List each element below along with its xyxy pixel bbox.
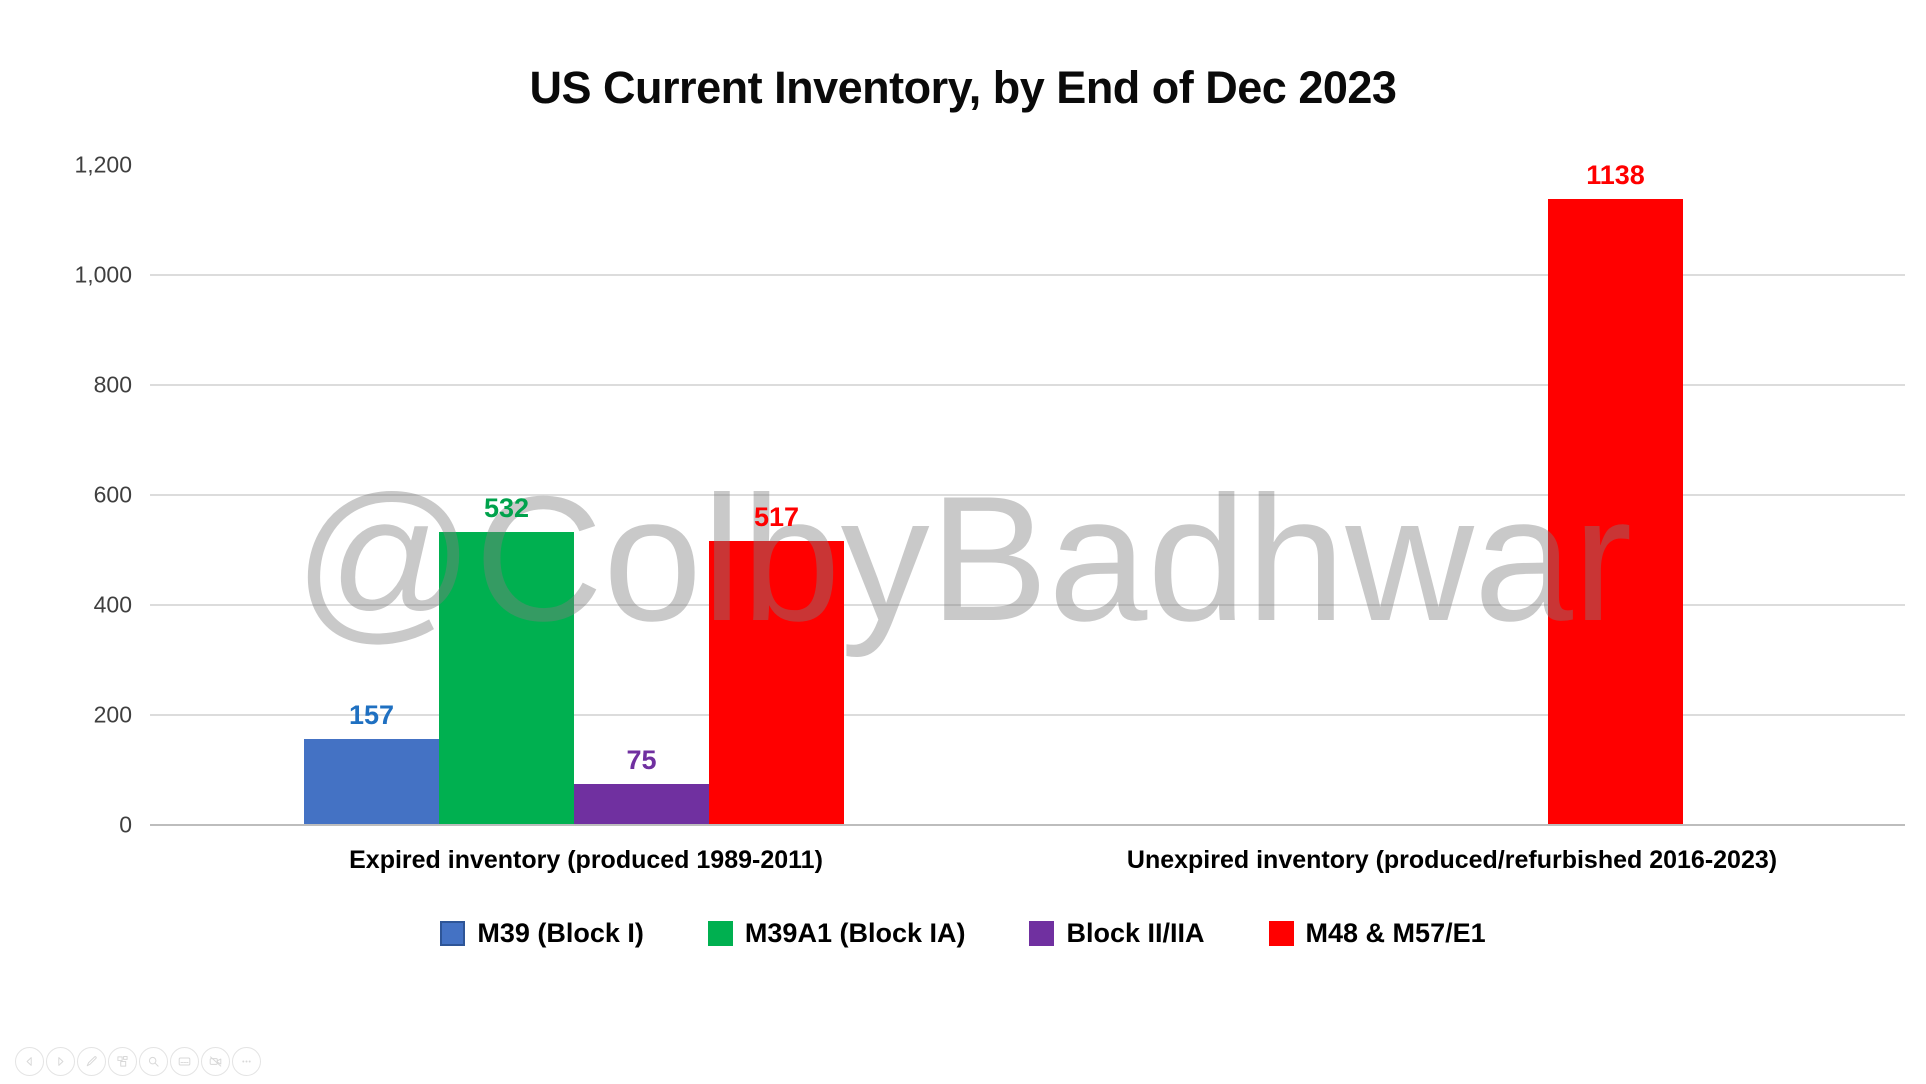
y-tick-label: 0 [119, 811, 132, 838]
all-slides-icon[interactable] [108, 1047, 137, 1076]
data-label: 517 [753, 501, 800, 532]
legend-label: M39A1 (Block IA) [744, 918, 966, 948]
y-tick-label: 800 [93, 371, 132, 398]
y-tick-label: 1,000 [74, 261, 132, 288]
captions-icon[interactable] [170, 1047, 199, 1076]
legend: M39 (Block I) M39A1 (Block IA) Block II/II… [0, 918, 1926, 949]
x-axis-line [150, 824, 1905, 826]
gridline [150, 384, 1905, 386]
category-label: Unexpired inventory (produced/refurbishe… [1126, 846, 1778, 874]
bar-m48-m57-e1 [1548, 199, 1683, 825]
camera-off-icon[interactable] [201, 1047, 230, 1076]
y-tick-label: 600 [93, 481, 132, 508]
next-slide-icon[interactable] [46, 1047, 75, 1076]
legend-item: M39 (Block I) [440, 918, 644, 949]
legend-item: M39A1 (Block IA) [707, 918, 966, 949]
gridline [150, 494, 1905, 496]
pen-icon[interactable] [77, 1047, 106, 1076]
gridline [150, 274, 1905, 276]
data-label: 1138 [1586, 160, 1645, 191]
gridline [150, 714, 1905, 716]
bar-m39a1-block-ia- [439, 532, 574, 825]
legend-label: Block II/IIA [1066, 918, 1205, 948]
bar-block-ii-iia [574, 783, 709, 825]
legend-item: M48 & M57/E1 [1268, 918, 1486, 949]
legend-swatch-icon [707, 921, 733, 946]
legend-label: M48 & M57/E1 [1305, 918, 1486, 948]
gridline [150, 604, 1905, 606]
legend-label: M39 (Block I) [477, 918, 644, 948]
bar-m48-m57-e1 [709, 540, 844, 825]
data-label: 532 [483, 493, 530, 524]
y-tick-label: 1,200 [74, 151, 132, 178]
y-tick-label: 400 [93, 591, 132, 618]
slideshow-toolbar [15, 1047, 261, 1076]
previous-slide-icon[interactable] [15, 1047, 44, 1076]
y-tick-label: 200 [93, 701, 132, 728]
category-label: Expired inventory (produced 1989-2011) [349, 846, 823, 874]
legend-swatch-icon [440, 921, 466, 946]
legend-swatch-icon [1268, 921, 1294, 946]
data-label: 157 [348, 699, 395, 730]
data-label: 75 [626, 744, 657, 775]
bar-m39-block-i- [304, 738, 439, 825]
zoom-icon[interactable] [139, 1047, 168, 1076]
legend-swatch-icon [1029, 921, 1055, 946]
more-options-icon[interactable] [232, 1047, 261, 1076]
chart-title: US Current Inventory, by End of Dec 2023 [529, 62, 1397, 113]
legend-item: Block II/IIA [1029, 918, 1205, 949]
